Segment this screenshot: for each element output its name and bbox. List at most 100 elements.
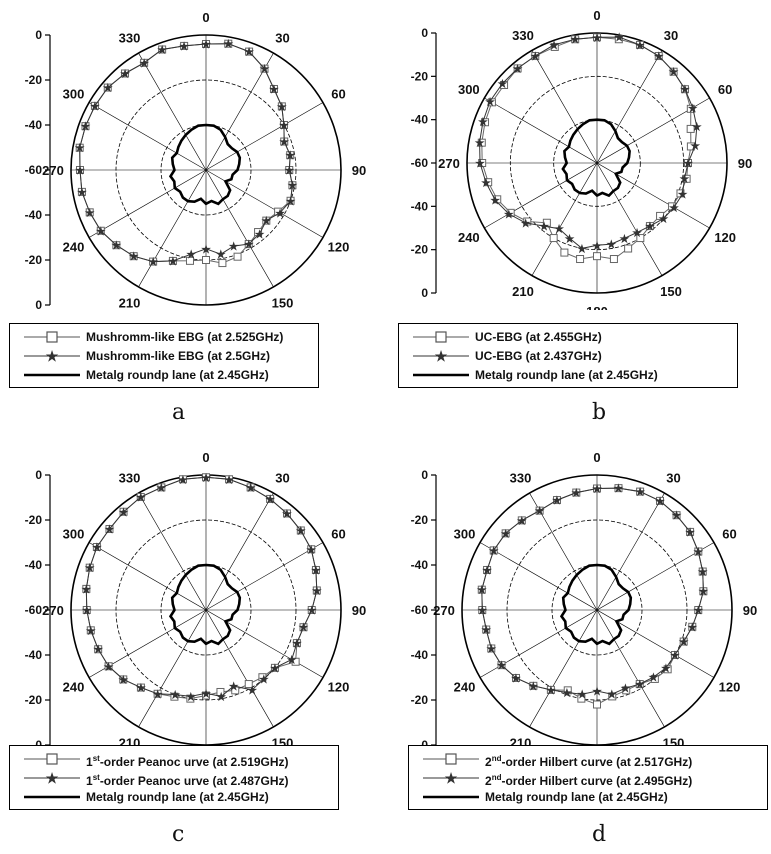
radial-tick-label: -60 (411, 603, 429, 617)
star-marker: ★ (655, 496, 665, 508)
square-marker (202, 691, 210, 700)
angle-label: 330 (512, 28, 534, 43)
star-marker: ★ (75, 165, 85, 177)
angle-label: 300 (63, 527, 85, 542)
star-marker: ★ (104, 661, 114, 673)
legend-label-square: UC-EBG (at 2.455GHz) (475, 330, 602, 344)
star-marker: ★ (552, 495, 562, 507)
star-marker: ★ (157, 44, 167, 56)
legend-item-line: Metalg roundp lane (at 2.45GHz) (399, 366, 737, 384)
legend-item-square: 2nd-order Hilbert curve (at 2.517GHz) (409, 750, 767, 769)
star-marker: ★ (255, 229, 265, 241)
polar-chart-a: 03060901201501802102402703003300-20-40-6… (0, 0, 390, 331)
star-marker: ★ (614, 32, 624, 44)
star-marker: ★ (592, 484, 602, 496)
square-marker (244, 680, 253, 689)
legend-label-star: UC-EBG (at 2.437GHz) (475, 349, 602, 363)
angle-label: 60 (722, 527, 736, 542)
radial-tick-label: 0 (35, 298, 42, 310)
angle-label: 150 (272, 296, 294, 310)
angle-label: 300 (454, 527, 476, 542)
star-marker: ★ (279, 137, 289, 149)
star-marker: ★ (75, 143, 85, 155)
star-marker: ★ (577, 243, 587, 255)
star-marker: ★ (497, 79, 507, 91)
angle-label: 300 (63, 87, 85, 102)
angle-label: 90 (738, 156, 752, 171)
legend-label-star: Mushromm-like EBG (at 2.5GHz) (86, 349, 271, 363)
star-marker: ★ (307, 605, 317, 617)
star-marker: ★ (296, 525, 306, 537)
star-marker: ★ (482, 565, 492, 577)
polar-chart-c: 03060901201501802102402703003300-20-40-6… (0, 440, 390, 771)
radial-tick-label: -40 (25, 208, 43, 222)
series-line (561, 118, 631, 198)
square-marker (656, 211, 665, 220)
square-marker (609, 255, 618, 264)
star-marker: ★ (685, 527, 695, 539)
square-marker (218, 259, 227, 268)
star-marker: ★ (287, 655, 297, 667)
series-line (559, 563, 633, 646)
star-marker: ★ (606, 239, 616, 251)
star-marker: ★ (485, 96, 495, 108)
star-marker: ★ (546, 685, 556, 697)
radial-tick-label: -20 (411, 69, 429, 83)
star-marker: ★ (270, 663, 280, 675)
radial-tick-label: 0 (421, 468, 428, 482)
star-marker: ★ (497, 660, 507, 672)
angle-label: 210 (119, 296, 141, 310)
angle-label: 270 (42, 163, 64, 178)
panel-letter-b: b (592, 400, 607, 425)
star-marker: ★ (513, 63, 523, 75)
star-marker: ★ (153, 689, 163, 701)
star-marker: ★ (201, 244, 211, 256)
star-marker: ★ (619, 233, 629, 245)
star-marker: ★ (168, 256, 178, 268)
star-marker: ★ (592, 240, 602, 252)
angle-label: 120 (328, 240, 350, 255)
svg-text:★: ★ (46, 771, 59, 785)
angle-label: 90 (352, 603, 366, 618)
star-marker: ★ (77, 187, 87, 199)
star-marker: ★ (670, 650, 680, 662)
square-marker (576, 255, 585, 264)
radial-tick-label: 0 (35, 28, 42, 42)
star-marker: ★ (669, 67, 679, 79)
radial-tick-label: -60 (411, 156, 429, 170)
angle-label: 210 (512, 284, 534, 299)
star-marker: ★ (244, 47, 254, 59)
svg-text:★: ★ (445, 771, 458, 785)
star-marker: ★ (186, 691, 196, 703)
star-marker: ★ (312, 585, 322, 597)
square-marker (216, 687, 225, 696)
star-marker: ★ (286, 196, 296, 208)
star-marker: ★ (246, 482, 256, 494)
legend-d: 2nd-order Hilbert curve (at 2.517GHz) ★ … (408, 745, 768, 810)
series-line (85, 476, 318, 697)
star-marker: ★ (81, 584, 91, 596)
radial-tick-label: -40 (411, 648, 429, 662)
star-marker: ★ (282, 508, 292, 520)
star-marker: ★ (635, 40, 645, 52)
star-marker: ★ (178, 474, 188, 486)
angle-label: 0 (593, 450, 600, 465)
star-marker: ★ (672, 510, 682, 522)
star-marker: ★ (279, 120, 289, 132)
radial-tick-label: -20 (25, 693, 43, 707)
panel-letter-a: a (172, 400, 186, 425)
square-marker (593, 252, 601, 261)
star-marker: ★ (607, 689, 617, 701)
square-marker (560, 248, 569, 257)
star-marker: ★ (229, 241, 239, 253)
star-marker: ★ (570, 34, 580, 46)
star-marker: ★ (86, 625, 96, 637)
star-marker: ★ (661, 663, 671, 675)
angle-label: 270 (433, 603, 455, 618)
svg-text:★: ★ (46, 349, 59, 363)
angle-label: 0 (202, 450, 209, 465)
angle-label: 120 (714, 230, 736, 245)
square-marker (481, 118, 490, 127)
angle-label: 90 (743, 603, 757, 618)
star-marker: ★ (562, 687, 572, 699)
